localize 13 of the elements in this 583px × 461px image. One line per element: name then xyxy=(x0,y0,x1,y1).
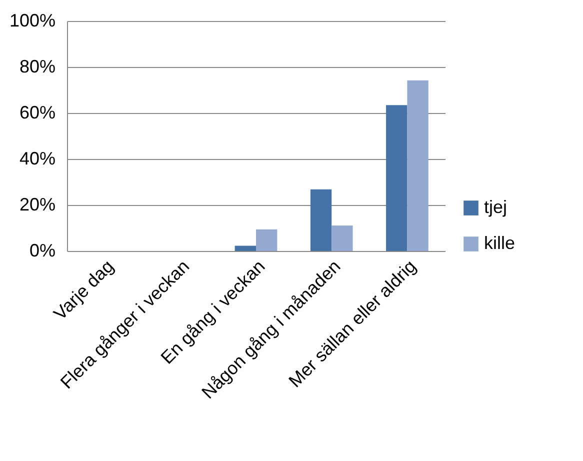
bar xyxy=(256,229,278,251)
y-tick-label: 100% xyxy=(9,10,56,30)
bar xyxy=(407,80,428,251)
y-tick-label: 60% xyxy=(19,102,56,122)
y-tick-label: 80% xyxy=(19,56,56,76)
bar xyxy=(332,225,353,251)
legend-label: kille xyxy=(484,233,516,253)
bar xyxy=(234,246,256,251)
bar xyxy=(386,105,408,251)
bar xyxy=(310,189,332,251)
legend-label: tjej xyxy=(484,197,508,217)
y-tick-label: 20% xyxy=(19,194,56,214)
y-tick-label: 40% xyxy=(19,148,56,168)
